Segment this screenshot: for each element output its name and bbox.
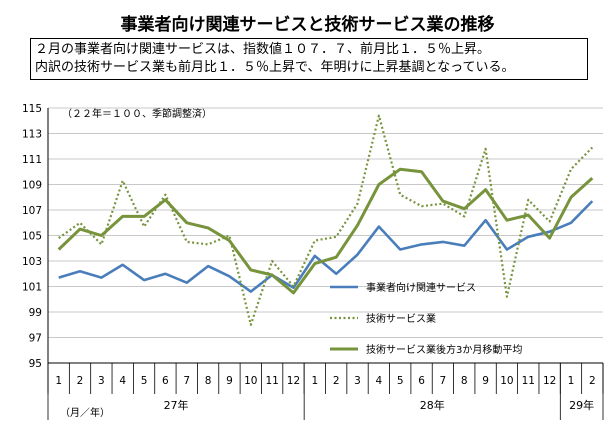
x-tick-label: 2 (333, 375, 340, 387)
year-labels: 27年 28年 29年 (164, 398, 595, 412)
x-tick-label: 2 (589, 375, 596, 387)
x-tick-label: 3 (354, 375, 361, 387)
year-label: 28年 (420, 398, 445, 412)
x-tick-label: 1 (568, 375, 575, 387)
legend-label-2: 技術サービス業後方3か月移動平均 (366, 343, 522, 356)
x-tick-labels: 1 2 3 4 5 6 7 8 9 10 11 12 1 2 3 4 5 6 7 8 9 10 11 12 1 2 (55, 375, 595, 387)
legend-label-0: 事業者向け関連サービス (366, 281, 476, 294)
y-tick-label-115: 115 (22, 103, 42, 115)
x-tick-label: 8 (205, 375, 212, 387)
x-tick-label: 2 (77, 375, 84, 387)
x-tick-label: 5 (397, 375, 404, 387)
x-tick-label: 6 (418, 375, 425, 387)
x-tick-label: 12 (543, 375, 556, 387)
y-tick-label-99: 99 (29, 307, 42, 319)
x-tick-label: 7 (440, 375, 447, 387)
x-tick-label: 9 (226, 375, 233, 387)
y-tick-label-97: 97 (29, 333, 42, 345)
y-tick-label-101: 101 (22, 282, 42, 294)
y-tick-label-111: 111 (22, 154, 42, 166)
x-tick-label: 8 (461, 375, 468, 387)
x-tick-label: 6 (162, 375, 169, 387)
x-tick-label: 4 (119, 375, 126, 387)
x-tick-label: 5 (141, 375, 148, 387)
chart-title: 事業者向け関連サービスと技術サービス業の推移 (120, 15, 495, 35)
x-tick-label: 1 (55, 375, 62, 387)
series-lines (57, 114, 594, 326)
x-tick-label: 12 (287, 375, 300, 387)
x-tick-label: 4 (376, 375, 383, 387)
year-label: 27年 (164, 398, 189, 412)
summary-note-line-2: 内訳の技術サービス業も前月比１．５％上昇で、年明けに上昇基調となっている。 (35, 60, 515, 75)
y-tick-label-105: 105 (22, 231, 42, 243)
x-tick-label: 1 (311, 375, 318, 387)
series-line-2 (57, 167, 594, 295)
y-tick-label-95: 95 (29, 358, 42, 370)
x-axis-label: （月／年） (60, 406, 110, 419)
summary-note-line-1: ２月の事業者向け関連サービスは、指数値１０７．７、前月比１．５％上昇。 (35, 42, 491, 57)
year-label: 29年 (569, 398, 594, 412)
y-tick-label-107: 107 (22, 205, 42, 217)
legend-label-1: 技術サービス業 (366, 312, 436, 325)
x-tick-label: 11 (522, 375, 535, 387)
x-tick-label: 9 (482, 375, 489, 387)
x-tick-label: 7 (183, 375, 190, 387)
axes (47, 108, 604, 420)
summary-note-box: ２月の事業者向け関連サービスは、指数値１０７．７、前月比１．５％上昇。 内訳の技… (30, 38, 588, 80)
x-tick-label: 3 (98, 375, 105, 387)
y-tick-labels: 95 97 99 101 103 105 107 109 111 113 115 (22, 103, 42, 370)
series-line-0 (58, 200, 594, 293)
x-tick-label: 10 (244, 375, 257, 387)
x-tick-label: 11 (265, 375, 278, 387)
chart-subtitle: （２２年＝１００、季節調整済） (62, 107, 212, 120)
y-tick-label-113: 113 (22, 129, 42, 141)
x-tick-label: 10 (500, 375, 513, 387)
y-tick-label-109: 109 (22, 180, 42, 192)
y-tick-label-103: 103 (22, 256, 42, 268)
series-line-1 (58, 114, 594, 326)
